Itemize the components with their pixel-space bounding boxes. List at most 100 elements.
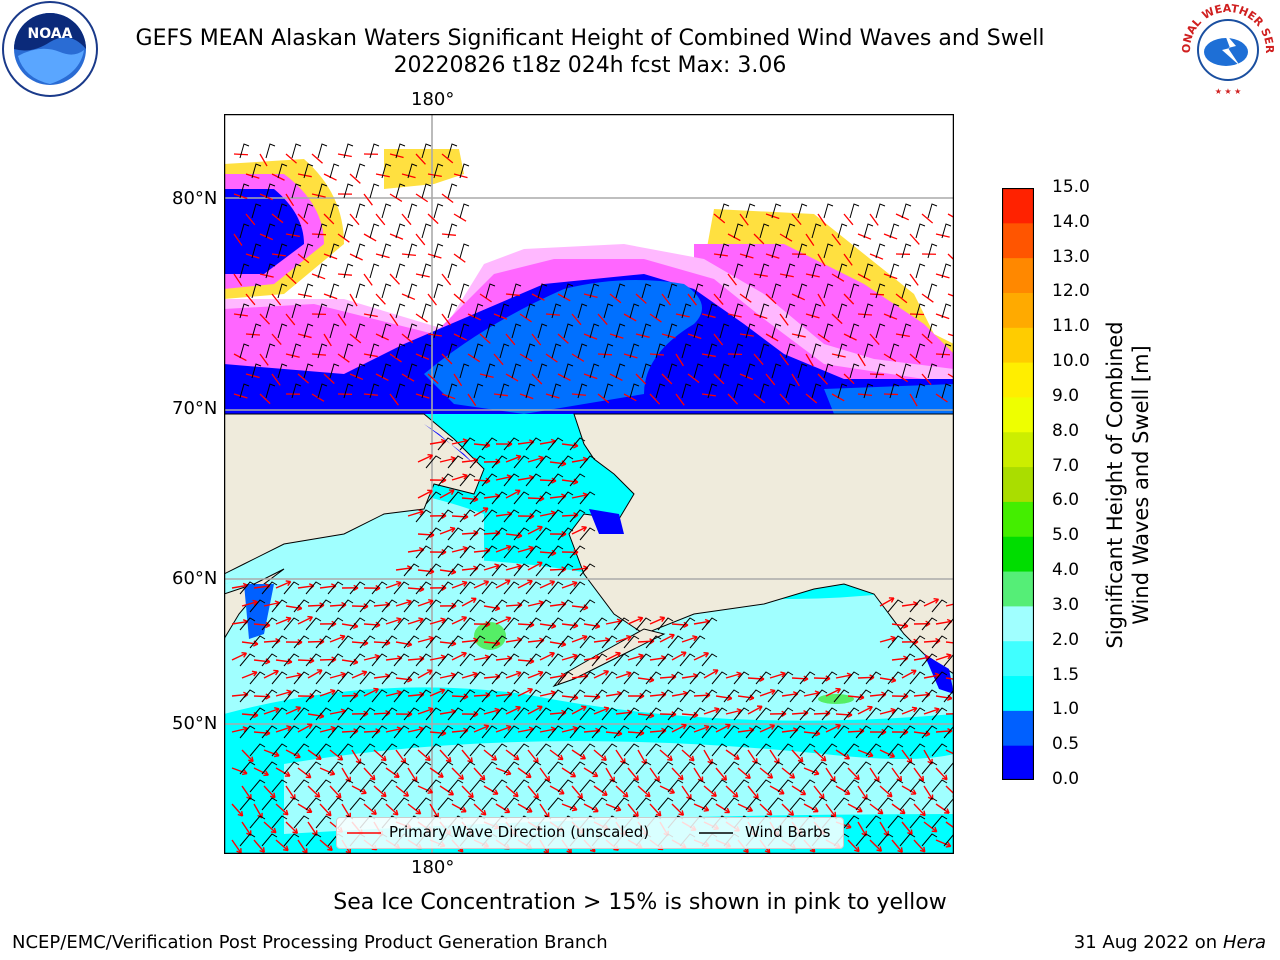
wind-barb (277, 203, 288, 219)
wave-arrow-head (427, 788, 434, 794)
wind-barb (755, 779, 772, 793)
wind-barb (657, 797, 674, 811)
wave-arrow-head (419, 585, 425, 593)
colorbar-band (1002, 327, 1034, 363)
wave-direction-arrow (527, 749, 539, 763)
wind-barb (579, 455, 596, 469)
wind-barb (459, 545, 476, 559)
colorbar-tick-label: 8.0 (1052, 420, 1080, 441)
wind-barb (759, 223, 770, 239)
wave-direction-arrow (253, 695, 271, 698)
wind-barb (613, 689, 630, 703)
wave-direction-arrow (407, 618, 424, 625)
wave-direction-arrow (351, 671, 367, 679)
wave-direction-arrow (615, 672, 632, 679)
wave-direction-arrow (549, 641, 566, 646)
wave-arrow-head (581, 634, 588, 641)
wave-arrow-head (461, 616, 468, 622)
wave-direction-arrow (857, 821, 867, 837)
wind-barb (931, 635, 948, 649)
wind-barb (771, 283, 782, 299)
wind-barb (329, 243, 340, 259)
wind-barb (711, 707, 728, 721)
wave-arrow-head (549, 580, 556, 586)
wind-barb (271, 779, 288, 793)
wind-barb (679, 725, 696, 739)
wind-barb (591, 617, 608, 631)
wave-direction-arrow (527, 497, 545, 500)
wind-barb (755, 671, 772, 685)
map-graticule (224, 114, 954, 854)
wave-direction-arrow (561, 803, 578, 811)
wind-barb (915, 343, 926, 359)
wind-barb (349, 761, 366, 775)
wave-arrow-head (375, 728, 381, 735)
wind-barb (875, 363, 886, 379)
wind-barb (701, 797, 718, 811)
wind-barb (943, 833, 954, 847)
wind-barb (785, 223, 796, 239)
wind-barb (759, 343, 770, 359)
wave-direction-arrow (635, 293, 647, 304)
wind-barb (745, 761, 762, 775)
wave-direction-arrow (307, 669, 323, 679)
wave-arrow-head (944, 808, 950, 814)
wave-direction-arrow (505, 455, 522, 463)
wave-arrow-head (515, 705, 522, 712)
wind-barb (629, 383, 640, 399)
wave-arrow-head (825, 710, 831, 717)
wave-arrow-head (910, 789, 917, 795)
wave-direction-arrow (453, 253, 466, 263)
wave-direction-arrow (285, 193, 295, 207)
wind-barb (469, 743, 486, 757)
wind-barb (239, 653, 256, 667)
wave-arrow-head (788, 810, 795, 816)
wind-barb (343, 223, 354, 239)
wind-barb (403, 671, 420, 685)
wind-barb (469, 491, 486, 505)
wind-barb (415, 761, 432, 775)
colorbar-band (1002, 571, 1034, 607)
wave-arrow-head (693, 711, 699, 719)
wave-arrow-head (876, 846, 883, 852)
wave-arrow-head (461, 580, 468, 587)
wind-barb (251, 363, 262, 379)
wave-arrow-head (237, 810, 244, 817)
wave-direction-arrow (549, 674, 566, 679)
wave-direction-arrow (681, 674, 698, 679)
wind-barb (283, 761, 300, 775)
wind-barb (579, 707, 596, 721)
wind-barb (681, 303, 692, 319)
wind-barb (437, 617, 454, 631)
wave-direction-arrow (395, 641, 412, 646)
wave-arrow-head (692, 635, 698, 642)
lon-label-top: 180° (411, 89, 455, 110)
wave-direction-arrow (901, 785, 917, 795)
wave-arrow-head (492, 789, 499, 795)
wind-barb (799, 779, 816, 793)
wave-direction-arrow (637, 785, 651, 798)
wind-barb (941, 263, 952, 279)
wind-barb (459, 243, 470, 259)
wave-direction-arrow (395, 600, 412, 607)
wave-direction-arrow (349, 333, 362, 344)
wind-barb (547, 725, 564, 739)
noaa-logo-text: NOAA (28, 26, 73, 42)
wind-barb (877, 689, 894, 703)
wave-arrow-head (820, 755, 827, 762)
wave-direction-arrow (713, 213, 726, 224)
wind-barb (849, 243, 860, 259)
wind-barb (557, 671, 574, 685)
wind-barb (899, 761, 916, 775)
wind-barb (315, 599, 332, 613)
wind-barb (777, 671, 794, 685)
wind-barb (679, 617, 696, 631)
wind-barb (915, 303, 926, 319)
wave-direction-arrow (671, 803, 684, 816)
wind-barb (843, 743, 860, 757)
wave-arrow-head (770, 688, 776, 695)
wind-barb (887, 599, 904, 613)
wave-direction-arrow (921, 373, 932, 386)
wind-barb (291, 263, 302, 279)
wind-barb (327, 761, 344, 775)
